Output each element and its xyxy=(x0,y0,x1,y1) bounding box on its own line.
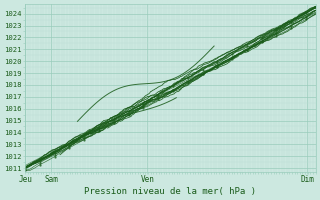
X-axis label: Pression niveau de la mer( hPa ): Pression niveau de la mer( hPa ) xyxy=(84,187,257,196)
